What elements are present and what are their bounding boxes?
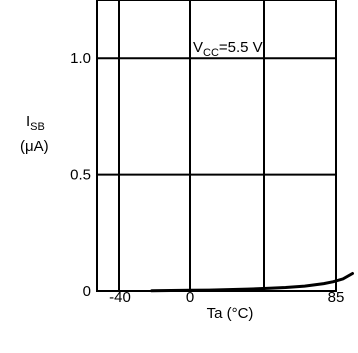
series-lines [150, 272, 354, 293]
grid [96, 0, 337, 292]
x-tick-label: 85 [328, 289, 345, 306]
tick-labels: 0 0.5 1.0 -40 0 85 [70, 50, 344, 306]
x-axis-label: Ta (°C) [207, 305, 254, 322]
standby-current-line [150, 272, 354, 293]
x-tick-label: -40 [109, 289, 131, 306]
y-axis-unit: (μA) [20, 138, 49, 155]
y-tick-label: 0.5 [70, 167, 91, 184]
x-tick-label: 0 [186, 289, 194, 306]
y-tick-label: 1.0 [70, 50, 91, 67]
y-axis-label: ISB [26, 113, 45, 133]
vcc-annotation: VCC=5.5 V [193, 39, 263, 59]
y-tick-label: 0 [83, 283, 91, 300]
plot-frame [96, 0, 337, 292]
